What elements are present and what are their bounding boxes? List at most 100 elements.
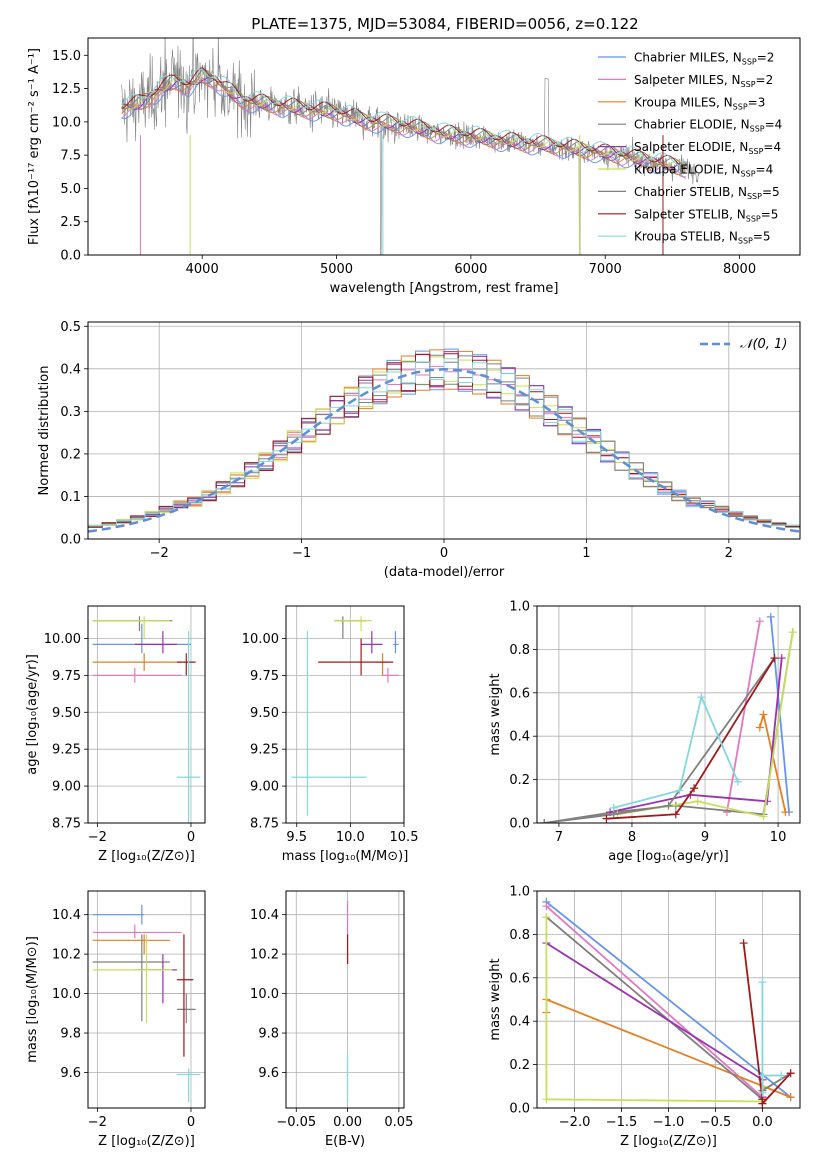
y-axis-label: Flux [fλ10⁻¹⁷ erg cm⁻² s⁻¹ A⁻¹] xyxy=(27,48,42,245)
y-tick-label: 0.0 xyxy=(509,817,530,832)
weight-marker xyxy=(602,814,611,823)
y-tick-label: 9.8 xyxy=(258,1027,279,1042)
y-axis-label: mass weight xyxy=(488,958,503,1040)
x-tick-label: −2 xyxy=(150,546,169,561)
plot-area xyxy=(540,612,797,823)
model-line xyxy=(121,77,686,178)
weight-marker xyxy=(733,777,742,786)
y-tick-label: 0.0 xyxy=(60,249,81,264)
x-tick-label: 2 xyxy=(725,546,733,561)
x-axis-label: mass [log₁₀(M/M⊙)] xyxy=(282,849,409,864)
y-tick-label: 9.75 xyxy=(250,669,279,684)
y-tick-label: 8.75 xyxy=(52,817,81,832)
axes-frame xyxy=(536,605,801,824)
legend: Chabrier MILES, NSSP=2 Salpeter MILES, NS… xyxy=(598,51,782,246)
legend-entry: Salpeter ELODIE, NSSP=4 xyxy=(634,140,781,156)
model-line xyxy=(121,68,687,166)
y-tick-label: 0.0 xyxy=(60,533,81,548)
weight-marker xyxy=(671,810,680,819)
panel-weight-vs-age: 7 8 9 10 0.0 0.2 0.4 0.6 0.8 1.0 age [log₁₀(age/yr… xyxy=(488,600,801,864)
weight-line xyxy=(544,657,776,823)
x-tick-label: 10 xyxy=(770,830,787,845)
weight-line xyxy=(742,942,792,1106)
y-tick-label: 9.6 xyxy=(60,1066,81,1081)
x-tick-label: 0.00 xyxy=(333,1115,362,1130)
x-axis-label: wavelength [Angstrom, rest frame] xyxy=(330,281,559,296)
y-axis-label: Normed distribution xyxy=(37,366,52,496)
y-tick-label: 8.75 xyxy=(250,817,279,832)
x-tick-label: −0.5 xyxy=(700,1115,732,1130)
y-tick-label: 0.8 xyxy=(509,928,530,943)
x-axis-label: Z [log₁₀(Z/Z⊙)] xyxy=(98,1134,195,1149)
weight-marker xyxy=(690,784,699,793)
weight-marker xyxy=(540,819,549,823)
weight-marker xyxy=(755,723,764,732)
x-tick-label: 0 xyxy=(440,546,448,561)
y-tick-label: 10.2 xyxy=(52,948,81,963)
y-tick-label: 10.0 xyxy=(250,987,279,1002)
weight-marker xyxy=(542,902,551,911)
legend-entry: Kroupa STELIB, NSSP=5 xyxy=(634,230,771,246)
y-tick-label: 0.2 xyxy=(509,773,530,788)
plot-area xyxy=(291,616,399,816)
y-tick-label: 0.5 xyxy=(60,320,81,335)
y-tick-label: 7.5 xyxy=(60,149,81,164)
plot-area xyxy=(88,348,800,533)
panel-age-vs-mass: 9.5 10.0 10.5 8.75 9.00 9.25 9.50 9.75 10.00 mass… xyxy=(242,605,418,864)
y-tick-label: 9.00 xyxy=(250,780,279,795)
panel-age-vs-z: −2 0 8.75 9.00 9.25 9.50 9.75 10.00 Z [log₁₀(Z/Z… xyxy=(25,605,206,864)
weight-marker xyxy=(542,1095,551,1104)
panel-weight-vs-z: −2.0 −1.5 −1.0 −0.5 0.0 0.0 0.2 0.4 0.6 0.8 1.0 Z [… xyxy=(488,885,801,1149)
y-tick-label: 9.00 xyxy=(52,780,81,795)
x-tick-label: 0.0 xyxy=(752,1115,773,1130)
legend-entry: Salpeter MILES, NSSP=2 xyxy=(634,73,773,89)
weight-marker xyxy=(664,801,673,810)
y-tick-label: 9.50 xyxy=(52,706,81,721)
panel-spectrum: 4000 5000 6000 7000 8000 0.0 2.5 5.0 7.5 10.0 12.5… xyxy=(27,37,801,296)
x-tick-label: −1 xyxy=(292,546,311,561)
weight-marker xyxy=(759,812,768,821)
x-axis-label: Z [log₁₀(Z/Z⊙)] xyxy=(620,1134,717,1149)
axes-frame xyxy=(536,890,801,1109)
axes-frame xyxy=(87,605,206,824)
legend-entry: Kroupa MILES, NSSP=3 xyxy=(634,95,765,111)
x-tick-label: 0 xyxy=(187,830,195,845)
y-tick-label: 2.5 xyxy=(60,215,81,230)
weight-marker xyxy=(758,978,767,987)
plot-area xyxy=(92,904,201,1103)
weight-marker xyxy=(675,786,684,795)
weight-marker xyxy=(609,803,618,812)
weight-marker xyxy=(693,797,702,806)
panel-residuals: −2 −1 0 1 2 0.0 0.1 0.2 0.3 0.4 0.5 (data-model)/er… xyxy=(37,320,801,580)
x-tick-label: 9.5 xyxy=(286,830,307,845)
y-tick-label: 10.2 xyxy=(250,948,279,963)
y-tick-label: 0.4 xyxy=(509,1015,530,1030)
x-axis-label: Z [log₁₀(Z/Z⊙)] xyxy=(98,849,195,864)
weight-marker xyxy=(770,654,779,663)
y-axis-label: age [log₁₀(age/yr)] xyxy=(25,654,40,775)
plot-area xyxy=(92,616,201,823)
y-tick-label: 0.4 xyxy=(509,730,530,745)
x-tick-label: −1.5 xyxy=(606,1115,638,1130)
legend-entry: Chabrier MILES, NSSP=2 xyxy=(634,51,774,67)
weight-marker xyxy=(786,1093,795,1102)
x-tick-label: 9 xyxy=(701,830,709,845)
weight-line xyxy=(545,905,763,1098)
y-tick-label: 12.5 xyxy=(52,82,81,97)
weight-line xyxy=(606,657,776,820)
weight-marker xyxy=(781,808,790,817)
y-tick-label: 15.0 xyxy=(52,49,81,64)
x-tick-label: 5000 xyxy=(320,262,353,277)
x-tick-label: 8000 xyxy=(723,262,756,277)
panel-mass-vs-z: −2 0 9.6 9.8 10.0 10.2 10.4 Z [log₁₀(Z/Z⊙)] mass… xyxy=(25,890,206,1149)
legend-entry: Chabrier ELODIE, NSSP=4 xyxy=(634,118,782,134)
y-tick-label: 0.4 xyxy=(60,362,81,377)
y-tick-label: 10.0 xyxy=(52,987,81,1002)
x-tick-label: 6000 xyxy=(454,262,487,277)
y-tick-label: 5.0 xyxy=(60,182,81,197)
x-tick-label: 0.05 xyxy=(384,1115,413,1130)
weight-marker xyxy=(739,939,748,948)
x-tick-label: −0.05 xyxy=(276,1115,316,1130)
x-tick-label: 8 xyxy=(628,830,636,845)
y-tick-label: 0.1 xyxy=(60,490,81,505)
